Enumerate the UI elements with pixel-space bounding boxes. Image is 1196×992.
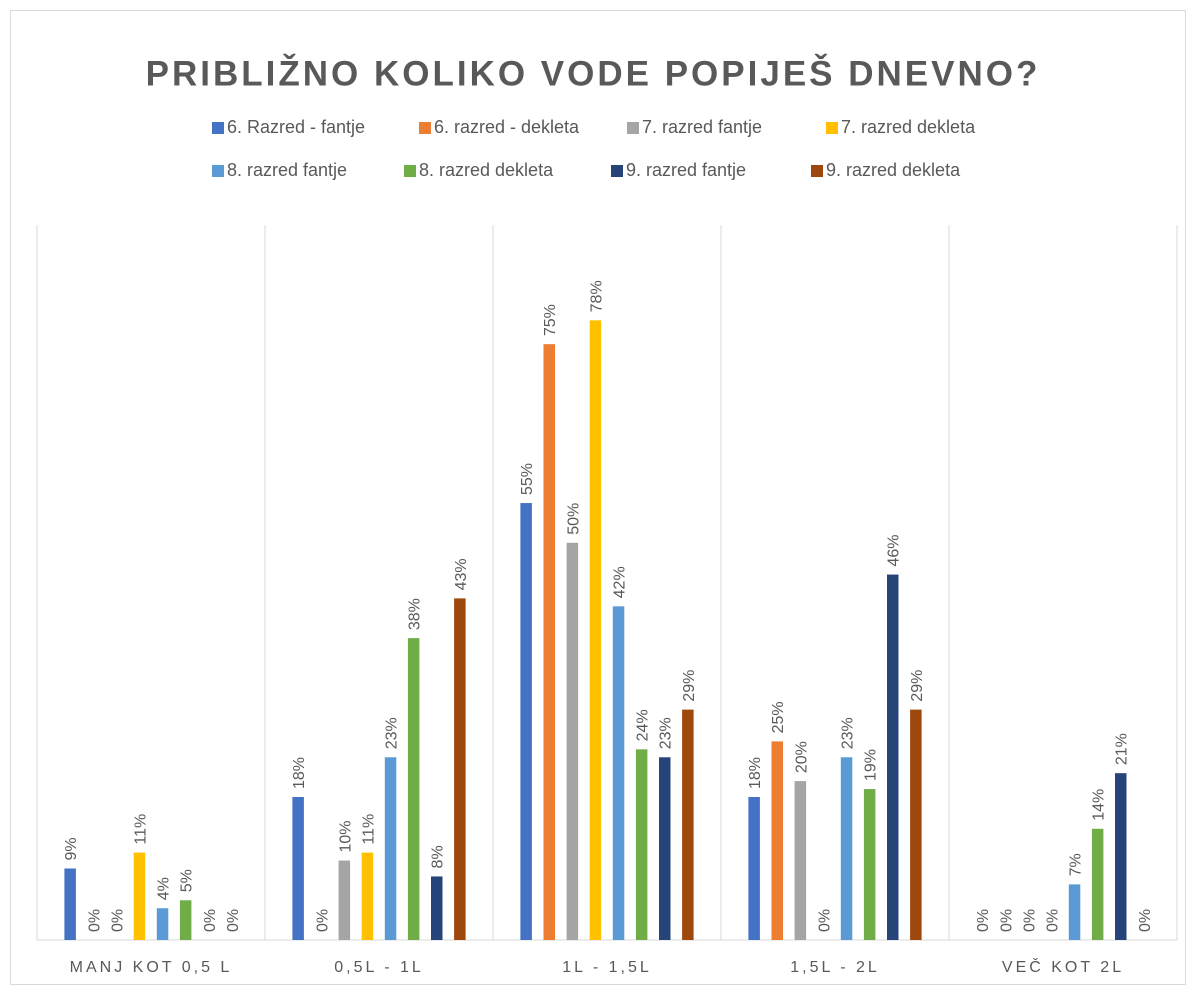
data-label: 0% [998,909,1015,932]
bar [543,344,555,941]
data-label: 25% [770,701,787,733]
bar [589,320,602,940]
bar [863,789,876,940]
bar [635,749,648,940]
legend-swatch [811,165,823,177]
data-label: 19% [863,749,880,781]
bar [384,757,397,940]
bar [133,852,146,940]
data-label: 14% [1091,789,1108,821]
data-label: 78% [588,280,605,312]
legend-label: 7. razred fantje [642,117,762,137]
bar [659,757,671,940]
data-label: 11% [132,814,149,845]
bar [454,598,466,940]
bar [407,638,420,940]
data-label: 0% [86,909,103,932]
bar [682,709,694,940]
data-label: 0% [1044,909,1061,932]
bar [794,781,807,940]
bar [431,876,443,940]
data-label: 23% [840,717,857,749]
data-label: 46% [886,535,903,567]
bar [292,797,304,940]
bar [338,860,351,940]
legend-swatch [611,165,623,177]
data-label: 24% [635,709,652,741]
bar [887,574,899,940]
legend-label: 7. razred dekleta [841,117,976,137]
bar [520,503,532,940]
legend-label: 8. razred fantje [227,160,347,180]
data-label: 21% [1114,733,1131,765]
data-label: 8% [430,845,447,868]
data-label: 10% [337,821,354,853]
data-label: 0% [225,909,242,932]
data-label: 4% [156,877,173,900]
data-label: 43% [453,558,470,590]
data-label: 0% [109,909,126,932]
data-label: 11% [360,814,377,845]
data-label: 0% [816,909,833,932]
data-label: 18% [747,757,764,789]
data-label: 38% [407,598,424,630]
data-label: 42% [612,566,629,598]
data-label: 0% [1021,909,1038,932]
bar [840,757,853,940]
legend-label: 6. razred - dekleta [434,117,580,137]
x-tick-label: 0,5L - 1L [334,959,424,976]
bar [612,606,625,940]
legend-swatch [419,122,431,134]
data-label: 55% [519,463,536,495]
data-label: 23% [384,717,401,749]
legend-swatch [212,122,224,134]
data-label: 5% [179,869,196,892]
bar [179,900,192,940]
legend-label: 9. razred dekleta [826,160,961,180]
x-tick-label: 1L - 1,5L [562,959,652,976]
bar [1091,828,1104,940]
data-label: 50% [565,503,582,535]
x-tick-label: 1,5L - 2L [790,959,880,976]
data-label: 29% [909,670,926,702]
bar [1115,773,1127,940]
legend-swatch [826,122,838,134]
x-tick-label: VEČ KOT 2L [1002,957,1124,976]
data-label: 9% [63,837,80,860]
legend-label: 8. razred dekleta [419,160,554,180]
x-tick-label: MANJ KOT 0,5 L [70,959,233,976]
data-label: 0% [314,909,331,932]
legend-swatch [404,165,416,177]
data-label: 0% [1137,909,1154,932]
bar [771,741,783,940]
data-label: 29% [681,670,698,702]
chart-title: PRIBLIŽNO KOLIKO VODE POPIJEŠ DNEVNO? [146,53,1041,93]
data-label: 0% [202,909,219,932]
bar [910,709,922,940]
bar [156,908,169,940]
bar [361,852,374,940]
data-label: 0% [975,909,992,932]
data-label: 18% [291,757,308,789]
data-label: 20% [793,741,810,773]
data-label: 75% [542,304,559,336]
bar [1068,884,1081,940]
legend-swatch [627,122,639,134]
data-label: 23% [658,717,675,749]
bar [566,542,579,940]
legend-label: 9. razred fantje [626,160,746,180]
legend-swatch [212,165,224,177]
legend-label: 6. Razred - fantje [227,117,365,137]
data-label: 7% [1068,853,1085,876]
bar [64,868,76,940]
bar [748,797,760,940]
